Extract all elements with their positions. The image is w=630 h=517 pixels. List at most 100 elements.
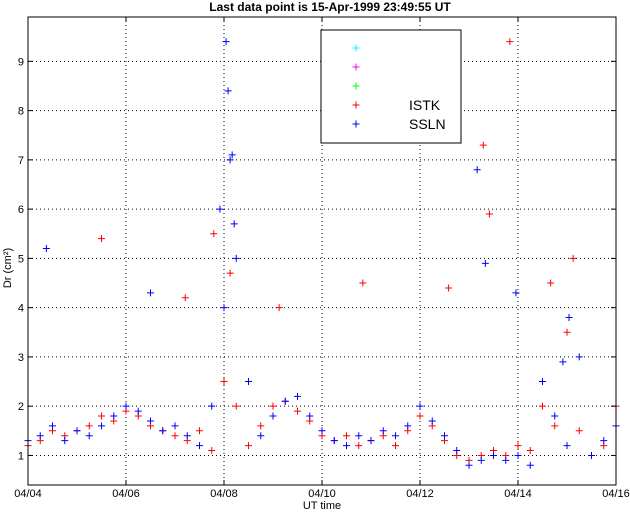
data-point bbox=[343, 442, 350, 450]
y-tick-label: 1 bbox=[18, 450, 24, 462]
data-point bbox=[220, 378, 228, 386]
data-point bbox=[514, 451, 522, 459]
data-point bbox=[565, 314, 573, 322]
data-point bbox=[526, 447, 534, 455]
data-point bbox=[228, 151, 236, 159]
data-point bbox=[181, 294, 189, 302]
legend-marker bbox=[352, 63, 360, 71]
data-point bbox=[208, 402, 216, 410]
data-point bbox=[222, 38, 230, 46]
axis-ticks: 04/04 04/06 04/08 04/10 04/12 04/14 04/16 1 2 3 4 5… bbox=[14, 17, 630, 500]
data-point bbox=[245, 378, 252, 386]
data-point bbox=[551, 422, 559, 430]
data-point bbox=[547, 279, 555, 287]
legend-marker bbox=[352, 101, 360, 109]
data-point bbox=[404, 422, 412, 430]
data-point bbox=[224, 87, 232, 95]
data-point bbox=[230, 220, 238, 228]
data-point bbox=[232, 254, 240, 262]
data-point bbox=[257, 422, 265, 430]
data-point bbox=[110, 412, 118, 420]
data-point bbox=[98, 422, 105, 430]
data-point bbox=[563, 442, 571, 450]
y-tick-label: 6 bbox=[18, 204, 24, 216]
data-point bbox=[453, 447, 461, 455]
data-point bbox=[85, 422, 93, 430]
data-point bbox=[502, 456, 510, 464]
data-point bbox=[269, 402, 277, 410]
legend-label: ISTK bbox=[409, 97, 441, 113]
data-point bbox=[216, 205, 224, 213]
data-point bbox=[359, 279, 367, 287]
x-tick-label: 04/04 bbox=[14, 488, 42, 500]
data-point bbox=[232, 402, 240, 410]
data-point bbox=[575, 427, 583, 435]
data-point bbox=[42, 245, 50, 253]
data-point bbox=[171, 432, 179, 440]
data-point bbox=[416, 412, 424, 420]
data-point bbox=[294, 392, 301, 400]
data-point bbox=[183, 432, 191, 440]
y-axis-label: Dr (cm²) bbox=[2, 248, 14, 288]
data-point bbox=[416, 402, 424, 410]
data-point bbox=[441, 432, 448, 440]
data-point bbox=[196, 442, 203, 450]
data-point bbox=[306, 412, 314, 420]
data-point bbox=[600, 437, 608, 445]
x-tick-label: 04/10 bbox=[308, 488, 336, 500]
data-point bbox=[275, 304, 283, 312]
data-point bbox=[294, 407, 301, 415]
data-point bbox=[588, 451, 595, 459]
data-point bbox=[355, 432, 363, 440]
data-point bbox=[526, 461, 534, 469]
data-point bbox=[539, 402, 546, 410]
data-point bbox=[171, 422, 179, 430]
data-point bbox=[367, 437, 375, 445]
data-point bbox=[355, 442, 363, 450]
data-point bbox=[134, 407, 142, 415]
data-point bbox=[196, 427, 203, 435]
data-point bbox=[551, 412, 559, 420]
chart-title: Last data point is 15-Apr-1999 23:49:55 … bbox=[209, 0, 451, 14]
y-tick-label: 9 bbox=[18, 56, 24, 68]
y-tick-label: 3 bbox=[18, 352, 24, 364]
data-point bbox=[49, 422, 56, 430]
data-point bbox=[330, 437, 338, 445]
x-tick-label: 04/08 bbox=[210, 488, 238, 500]
data-point bbox=[318, 427, 326, 435]
data-point bbox=[343, 432, 350, 440]
data-point bbox=[98, 235, 105, 243]
data-point bbox=[220, 304, 228, 312]
data-point bbox=[73, 427, 81, 435]
data-point bbox=[36, 432, 44, 440]
data-point bbox=[210, 230, 218, 238]
y-tick-label: 2 bbox=[18, 401, 24, 413]
data-point bbox=[257, 432, 265, 440]
data-point bbox=[569, 254, 577, 262]
data-point bbox=[226, 269, 234, 277]
data-point bbox=[506, 38, 514, 46]
data-point bbox=[563, 328, 571, 336]
data-point bbox=[514, 442, 522, 450]
data-point bbox=[445, 284, 453, 292]
data-point bbox=[245, 442, 252, 450]
y-tick-label: 8 bbox=[18, 106, 24, 118]
x-tick-label: 04/16 bbox=[602, 488, 630, 500]
data-point bbox=[122, 402, 130, 410]
data-point bbox=[379, 427, 387, 435]
data-point bbox=[147, 289, 154, 297]
data-point bbox=[226, 156, 234, 164]
x-tick-label: 04/14 bbox=[504, 488, 532, 500]
data-point bbox=[485, 210, 493, 218]
data-point bbox=[428, 417, 436, 425]
legend-marker bbox=[352, 44, 360, 52]
x-axis-label: UT time bbox=[303, 500, 341, 512]
data-point bbox=[392, 442, 399, 450]
data-point bbox=[98, 412, 105, 420]
data-point bbox=[481, 259, 489, 267]
y-tick-label: 7 bbox=[18, 155, 24, 167]
data-point bbox=[539, 378, 546, 386]
data-point bbox=[61, 437, 69, 445]
